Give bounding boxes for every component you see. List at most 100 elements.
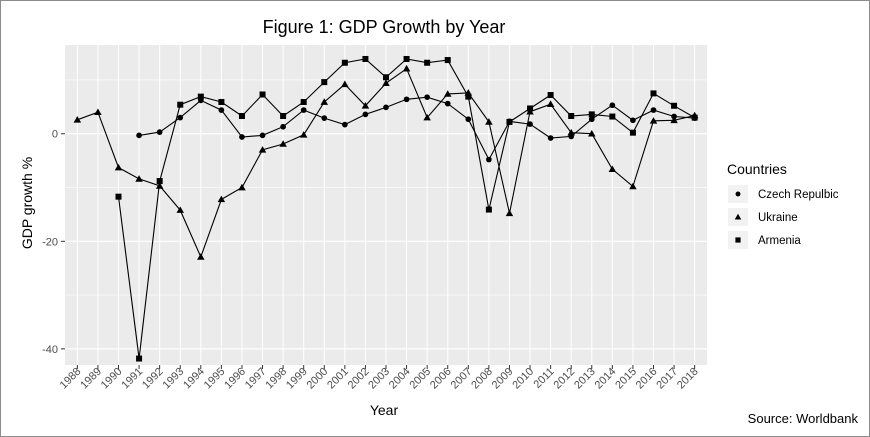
czech-repulbic-point bbox=[465, 116, 472, 123]
armenia-point bbox=[321, 79, 328, 86]
x-tick-label: 1996 bbox=[222, 366, 248, 392]
x-tick-label: 2011 bbox=[532, 366, 557, 391]
x-tick-label: 1989 bbox=[78, 366, 104, 392]
y-tick-label: -40 bbox=[42, 344, 58, 356]
ukraine-point bbox=[588, 129, 596, 137]
legend-label-czech-repulbic: Czech Repulbic bbox=[758, 189, 839, 201]
x-tick-label: 2009 bbox=[490, 366, 516, 392]
x-tick-label: 2005 bbox=[407, 366, 433, 392]
czech-repulbic-point bbox=[547, 135, 554, 141]
czech-repulbic-point bbox=[424, 94, 431, 101]
ukraine-point bbox=[649, 117, 658, 124]
ukraine-point bbox=[670, 116, 678, 124]
armenia-point bbox=[444, 57, 451, 64]
ukraine-point bbox=[217, 195, 226, 203]
x-tick-label: 1992 bbox=[140, 366, 166, 392]
armenia-point bbox=[280, 112, 287, 119]
x-tick-label: 1998 bbox=[263, 366, 289, 392]
armenia-point bbox=[527, 105, 534, 112]
armenia-point bbox=[115, 193, 122, 200]
x-tick-label: 2007 bbox=[449, 366, 475, 392]
legend-label-ukraine: Ukraine bbox=[758, 212, 798, 224]
ukraine-point bbox=[114, 163, 123, 171]
y-tick-label: 0 bbox=[52, 129, 58, 141]
czech-repulbic-point bbox=[259, 132, 266, 139]
x-tick-label: 1997 bbox=[243, 366, 269, 392]
x-tick-label: 1994 bbox=[181, 366, 207, 392]
ukraine-point bbox=[567, 128, 575, 136]
armenia-point bbox=[259, 91, 266, 98]
armenia-point bbox=[691, 114, 698, 121]
czech-repulbic-point bbox=[341, 121, 348, 128]
x-tick-label: 2014 bbox=[593, 366, 619, 392]
x-tick-label: 2008 bbox=[469, 366, 495, 392]
czech-repulbic-point bbox=[403, 96, 410, 103]
armenia-point bbox=[588, 111, 595, 118]
x-axis-title: Year bbox=[370, 402, 399, 418]
x-tick-label: 2006 bbox=[428, 366, 454, 392]
armenia-point bbox=[403, 55, 410, 62]
armenia-point bbox=[671, 102, 678, 109]
ukraine-point bbox=[505, 209, 514, 217]
x-tick-label: 1991 bbox=[119, 366, 145, 392]
armenia-point bbox=[506, 118, 513, 125]
x-tick-label: 1993 bbox=[161, 366, 187, 392]
legend-label-armenia: Armenia bbox=[758, 235, 801, 247]
czech-repulbic-point bbox=[630, 117, 636, 124]
ukraine-point bbox=[629, 182, 637, 190]
ukraine-point bbox=[238, 183, 246, 191]
x-tick-label: 2000 bbox=[305, 366, 331, 392]
czech-repulbic-point bbox=[383, 104, 389, 111]
ukraine-point bbox=[320, 98, 329, 105]
czech-repulbic-point bbox=[527, 121, 533, 127]
legend-marker-armenia bbox=[735, 237, 741, 243]
ukraine-point bbox=[402, 64, 411, 72]
armenia-point bbox=[218, 99, 225, 106]
armenia-point bbox=[177, 101, 184, 108]
x-tick-label: 2013 bbox=[572, 366, 598, 392]
czech-repulbic-point bbox=[609, 102, 616, 109]
ukraine-point bbox=[73, 116, 82, 123]
armenia-point bbox=[424, 59, 431, 66]
czech-repulbic-point bbox=[156, 129, 163, 135]
ukraine-point bbox=[135, 175, 143, 182]
armenia-point bbox=[650, 90, 657, 97]
armenia-point bbox=[465, 93, 472, 100]
czech-repulbic-point bbox=[486, 156, 492, 163]
armenia-point bbox=[609, 113, 616, 120]
x-tick-label: 1990 bbox=[99, 366, 125, 392]
czech-repulbic-point bbox=[321, 115, 328, 121]
czech-repulbic-point bbox=[136, 132, 142, 139]
ukraine-point bbox=[197, 253, 205, 260]
armenia-point bbox=[136, 355, 143, 362]
czech-repulbic-point bbox=[650, 107, 657, 113]
ukraine-point bbox=[485, 118, 493, 125]
czech-repulbic-point bbox=[588, 116, 595, 123]
x-tick-label: 2003 bbox=[366, 366, 392, 392]
ukraine-point bbox=[299, 131, 308, 138]
x-tick-label: 2010 bbox=[510, 366, 536, 392]
ukraine-point bbox=[361, 102, 370, 109]
x-tick-label: 2004 bbox=[387, 366, 413, 392]
ukraine-point bbox=[423, 113, 431, 121]
source-caption: Source: Worldbank bbox=[748, 411, 859, 426]
legend-marker-ukraine bbox=[734, 213, 742, 220]
czech-repulbic-line bbox=[139, 96, 695, 161]
armenia-point bbox=[362, 55, 369, 62]
x-tick-label: 2018 bbox=[675, 366, 701, 392]
y-axis-title: GDP growth % bbox=[19, 157, 35, 249]
armenia-point bbox=[568, 112, 575, 119]
armenia-point bbox=[156, 178, 163, 185]
ukraine-point bbox=[443, 90, 452, 97]
czech-repulbic-point bbox=[671, 113, 677, 120]
czech-repulbic-point bbox=[362, 111, 369, 118]
czech-repulbic-point bbox=[218, 107, 225, 113]
chart-title: Figure 1: GDP Growth by Year bbox=[263, 17, 506, 37]
czech-repulbic-point bbox=[280, 123, 286, 130]
x-tick-label: 2002 bbox=[346, 366, 372, 392]
legend: Czech Repulbic Ukraine Armenia bbox=[728, 185, 839, 249]
legend-marker-czech-repulbic bbox=[735, 191, 741, 197]
armenia-point bbox=[238, 112, 245, 119]
ukraine-point bbox=[608, 165, 617, 173]
